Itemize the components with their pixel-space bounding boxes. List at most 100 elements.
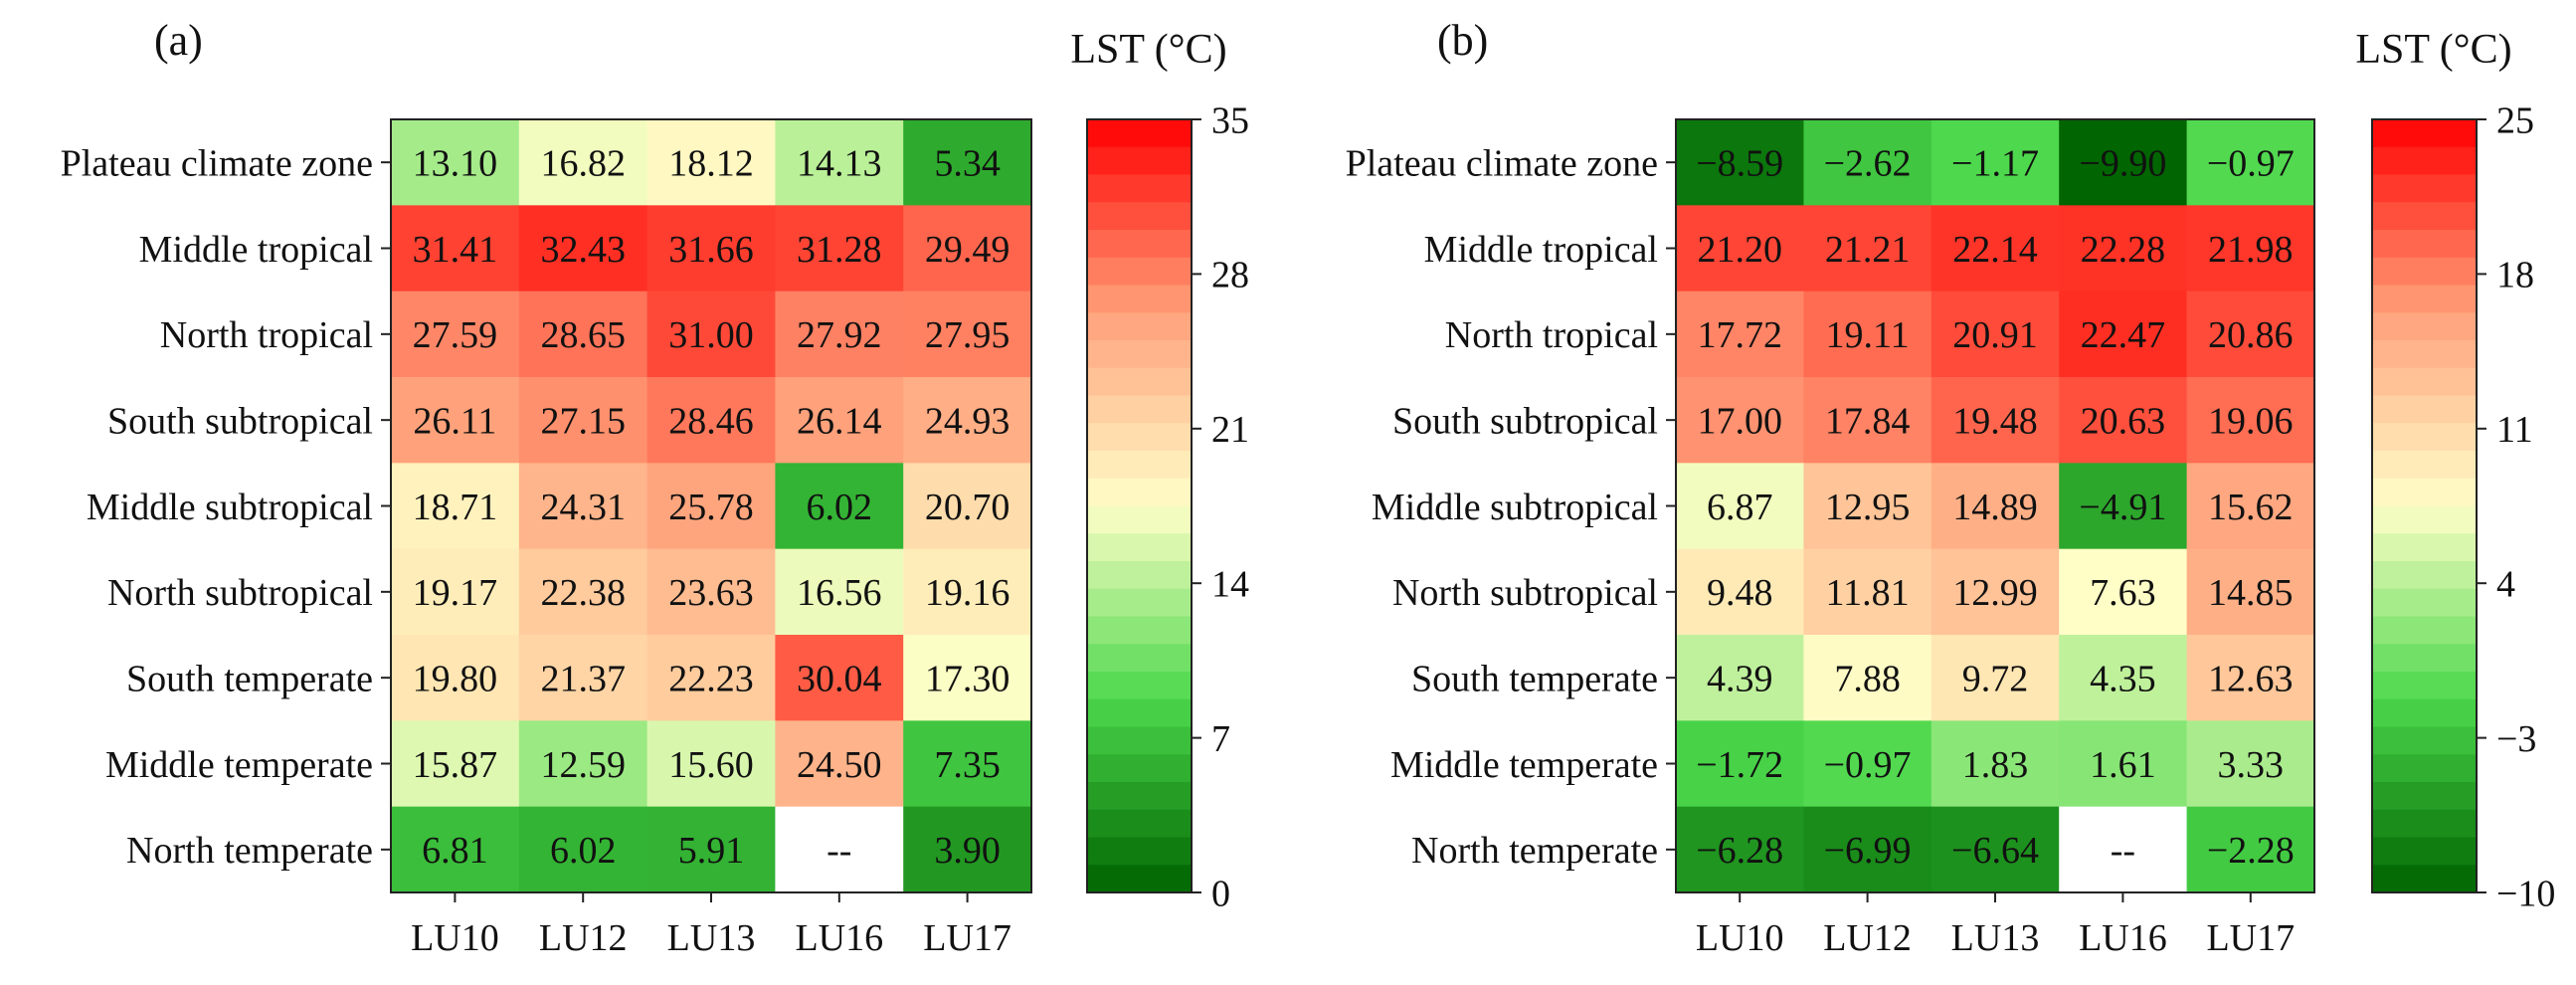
cell-value-label: 14.13 xyxy=(797,142,882,184)
colorbar-title: LST (°C) xyxy=(2355,27,2511,73)
cell-value-label: 5.91 xyxy=(678,830,745,872)
cell-value-label: −4.91 xyxy=(2079,487,2166,528)
heatmap-cell xyxy=(1676,377,1804,464)
cell-value-label: 6.02 xyxy=(550,830,617,872)
x-tick-label: LU17 xyxy=(2206,917,2295,959)
colorbar-band xyxy=(2372,423,2477,452)
y-tick-label: North subtropical xyxy=(107,572,373,614)
heatmap-cell xyxy=(518,548,648,636)
colorbar-band xyxy=(1087,505,1192,534)
y-tick-label: North tropical xyxy=(160,314,373,356)
colorbar-band xyxy=(2372,119,2477,148)
x-tick-label: LU12 xyxy=(539,917,628,959)
y-tick-label: South subtropical xyxy=(1392,400,1658,442)
heatmap-cell xyxy=(1676,463,1804,550)
heatmap-cell xyxy=(518,205,648,293)
heatmap-cell xyxy=(518,463,648,550)
heatmap-cell xyxy=(2186,548,2315,636)
colorbar-band xyxy=(2372,451,2477,480)
cell-value-label: 21.37 xyxy=(540,658,626,699)
cell-value-label: 16.82 xyxy=(540,142,626,184)
cell-value-label: -- xyxy=(2111,830,2135,872)
heatmap-cell xyxy=(646,635,776,721)
heatmap-cell xyxy=(775,720,904,808)
colorbar-band xyxy=(2372,726,2477,755)
heatmap-cell xyxy=(1803,635,1932,721)
colorbar-tick-label: −3 xyxy=(2496,718,2536,760)
heatmap-cell xyxy=(646,806,776,893)
colorbar-tick-label: 25 xyxy=(2496,99,2534,141)
colorbar-band xyxy=(2372,285,2477,313)
colorbar-band xyxy=(1087,340,1192,369)
y-tick-label: North tropical xyxy=(1445,314,1658,356)
colorbar-band xyxy=(1087,588,1192,618)
heatmap-cell xyxy=(775,463,904,550)
heatmap-cell xyxy=(903,463,1032,550)
heatmap-panel-a: (a) 13.10 16.82 18.12 14.13 5.34 31.41 32.43 31.… xyxy=(61,16,1249,959)
heatmap-cell xyxy=(2186,806,2315,893)
heatmap-cell xyxy=(1676,291,1804,378)
cell-value-label: 31.41 xyxy=(413,229,498,271)
cell-value-label: 12.99 xyxy=(1952,572,2038,614)
y-tick-label: Middle temperate xyxy=(1390,744,1658,786)
cell-value-label: −8.59 xyxy=(1696,142,1783,184)
colorbar-band xyxy=(1087,809,1192,839)
x-tick-label: LU16 xyxy=(795,917,883,959)
heatmap-cell xyxy=(1931,463,2060,550)
colorbar-band xyxy=(2372,588,2477,618)
heatmap-cell xyxy=(1803,119,1932,206)
colorbar-band xyxy=(1087,395,1192,424)
colorbar-band xyxy=(1087,533,1192,562)
heatmap-cell xyxy=(1803,205,1932,293)
cell-value-label: 19.06 xyxy=(2208,400,2294,442)
colorbar-band xyxy=(2372,837,2477,866)
heatmap-cell xyxy=(1931,806,2060,893)
cell-value-label: 29.49 xyxy=(925,229,1011,271)
heatmap-cell xyxy=(518,720,648,808)
cell-value-label: −2.28 xyxy=(2207,830,2295,872)
colorbar-band xyxy=(1087,754,1192,783)
cell-value-label: 17.00 xyxy=(1697,400,1782,442)
colorbar-band xyxy=(2372,230,2477,259)
colorbar-band xyxy=(2372,312,2477,341)
cell-value-label: 21.98 xyxy=(2208,229,2294,271)
y-tick-label: Middle subtropical xyxy=(1372,487,1658,528)
cell-value-label: 31.00 xyxy=(668,314,754,356)
colorbar-band xyxy=(2372,754,2477,783)
x-tick-label: LU12 xyxy=(1823,917,1912,959)
heatmap-cell xyxy=(775,548,904,636)
colorbar-tick-label: 18 xyxy=(2496,255,2534,296)
cell-value-label: 20.70 xyxy=(925,487,1011,528)
cell-value-label: 31.28 xyxy=(797,229,882,271)
cell-value-label: 3.33 xyxy=(2218,744,2285,786)
heatmap-cell xyxy=(1931,635,2060,721)
heatmap-cell xyxy=(646,463,776,550)
heatmap-cell xyxy=(2186,463,2315,550)
heatmap-cell xyxy=(903,548,1032,636)
heatmap-cell xyxy=(2186,205,2315,293)
colorbar-band xyxy=(1087,312,1192,341)
cell-value-label: 12.95 xyxy=(1825,487,1911,528)
cell-value-label: 12.63 xyxy=(2208,658,2294,699)
heatmap-cell xyxy=(518,119,648,206)
heatmap-cell xyxy=(646,377,776,464)
cell-value-label: 21.21 xyxy=(1825,229,1911,271)
x-tick-label: LU16 xyxy=(2079,917,2167,959)
cell-value-label: 19.80 xyxy=(413,658,498,699)
heatmap-cell xyxy=(1803,377,1932,464)
cell-value-label: −6.64 xyxy=(1951,830,2039,872)
colorbar-band xyxy=(1087,119,1192,148)
cell-value-label: 18.71 xyxy=(413,487,498,528)
colorbar-band xyxy=(2372,478,2477,507)
cell-value-label: 7.35 xyxy=(934,744,1001,786)
panel-label: (b) xyxy=(1437,16,1488,65)
heatmap-cell xyxy=(1803,806,1932,893)
cell-value-label: 28.46 xyxy=(668,400,754,442)
colorbar-band xyxy=(2372,672,2477,700)
cell-value-label: 5.34 xyxy=(934,142,1001,184)
heatmap-cell xyxy=(903,377,1032,464)
colorbar-band xyxy=(1087,616,1192,645)
heatmap-cell xyxy=(646,548,776,636)
cell-value-label: 22.14 xyxy=(1952,229,2038,271)
colorbar-band xyxy=(1087,478,1192,507)
